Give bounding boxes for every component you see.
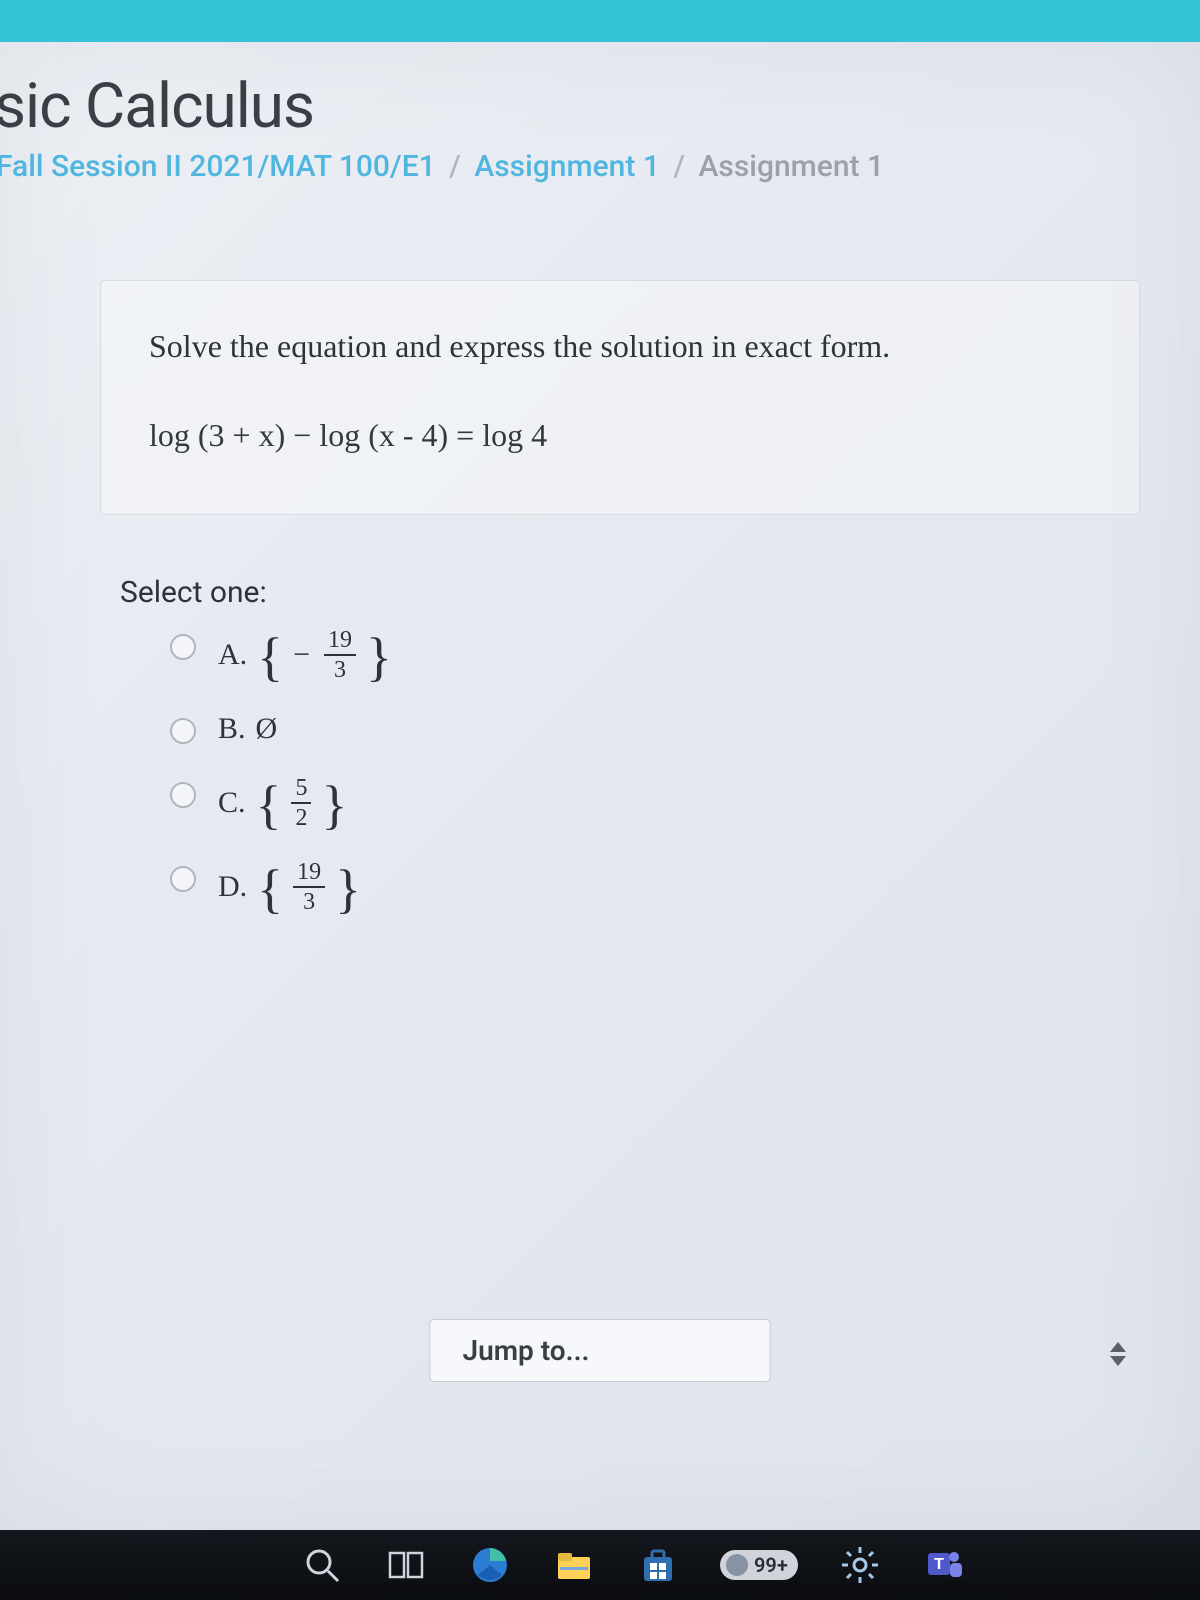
file-explorer-icon[interactable] [552,1543,596,1587]
microsoft-store-icon[interactable] [636,1543,680,1587]
options-list: A. { − 19 3 } B. Ø C. { [170,628,1200,914]
radio-icon[interactable] [170,782,196,808]
task-view-icon[interactable] [384,1543,428,1587]
svg-text:T: T [934,1556,944,1573]
page-header: sic Calculus Fall Session II 2021/MAT 10… [0,42,1200,184]
fraction-denominator: 3 [303,888,315,914]
fraction: 5 2 [291,776,311,830]
negative-sign: − [293,638,310,672]
brace-close-icon: } [321,781,347,830]
breadcrumb-current: Assignment 1 [699,149,885,184]
option-letter: B. [218,712,246,746]
option-d-label: D. { 19 3 } [218,860,361,914]
page-surface: sic Calculus Fall Session II 2021/MAT 10… [0,42,1200,1532]
empty-set-symbol: Ø [256,712,278,746]
sort-arrows-icon[interactable] [1106,1340,1130,1374]
option-b[interactable]: B. Ø [170,712,1200,746]
select-one-label: Select one: [120,575,1200,610]
question-equation: log (3 + x) − log (x - 4) = log 4 [149,417,1091,454]
breadcrumb: Fall Session II 2021/MAT 100/E1 / Assign… [0,149,1200,184]
radio-icon[interactable] [170,634,196,660]
fraction-denominator: 2 [295,804,307,830]
question-card: Solve the equation and express the solut… [100,280,1140,515]
radio-icon[interactable] [170,718,196,744]
brace-close-icon: } [366,633,392,682]
breadcrumb-session[interactable]: Fall Session II 2021/MAT 100/E1 [0,149,436,184]
option-b-label: B. Ø [218,712,277,746]
option-letter: C. [218,786,246,820]
question-prompt: Solve the equation and express the solut… [149,323,1091,369]
breadcrumb-separator: / [667,149,691,184]
option-c[interactable]: C. { 5 2 } [170,776,1200,830]
fraction: 19 3 [324,628,356,682]
breadcrumb-assignment-link[interactable]: Assignment 1 [474,149,660,184]
fraction-numerator: 5 [291,776,311,804]
option-c-label: C. { 5 2 } [218,776,347,830]
fraction-denominator: 3 [334,656,346,682]
windows-taskbar[interactable]: 99+ T [0,1530,1200,1600]
radio-icon[interactable] [170,866,196,892]
settings-icon[interactable] [838,1543,882,1587]
brace-open-icon: { [256,781,282,830]
edge-icon[interactable] [468,1543,512,1587]
course-title: sic Calculus [0,70,1200,143]
search-icon[interactable] [300,1543,344,1587]
mail-badge-icon [726,1554,748,1576]
option-d[interactable]: D. { 19 3 } [170,860,1200,914]
fraction-numerator: 19 [324,628,356,656]
fraction: 19 3 [293,860,325,914]
mail-badge-count: 99+ [754,1553,788,1577]
option-letter: D. [218,870,247,904]
fraction-numerator: 19 [293,860,325,888]
mail-badge[interactable]: 99+ [720,1550,798,1580]
option-a-label: A. { − 19 3 } [218,628,392,682]
jump-to-dropdown[interactable]: Jump to... [429,1319,770,1382]
teams-icon[interactable]: T [922,1543,966,1587]
option-letter: A. [218,638,247,672]
breadcrumb-separator: / [443,149,467,184]
brace-open-icon: { [257,865,283,914]
brace-open-icon: { [257,633,283,682]
option-a[interactable]: A. { − 19 3 } [170,628,1200,682]
jump-to-label: Jump to... [462,1334,589,1367]
brace-close-icon: } [335,865,361,914]
